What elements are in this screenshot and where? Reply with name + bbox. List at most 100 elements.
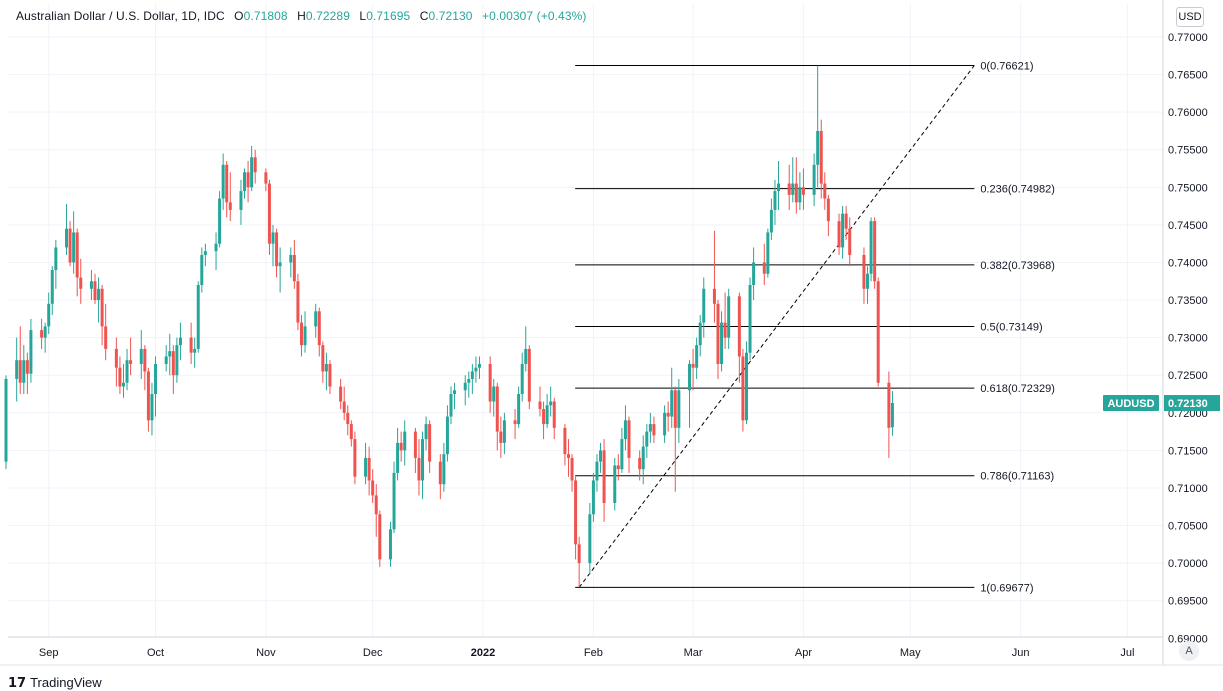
candle (275, 228, 279, 278)
candle (193, 337, 197, 368)
candle (40, 318, 44, 349)
candle (438, 454, 442, 500)
tradingview-brand[interactable]: 17 TradingView (8, 675, 102, 691)
candle (549, 386, 553, 417)
candle (314, 303, 318, 338)
candle (502, 412, 506, 455)
x-tick-label: Jun (1012, 647, 1030, 659)
y-tick-label: 0.73500 (1168, 295, 1208, 307)
candle-body (178, 337, 182, 346)
candle (196, 281, 200, 353)
candle-body (453, 390, 457, 395)
candle-body (727, 296, 731, 338)
candle (887, 371, 891, 458)
candle-body (477, 363, 481, 368)
candle (25, 352, 29, 395)
x-tick-label: May (900, 647, 921, 659)
candle-body (737, 296, 741, 357)
candle (752, 247, 756, 301)
candle-body (371, 480, 375, 496)
candle-body (374, 495, 378, 515)
candle (388, 521, 392, 567)
candle-body (18, 360, 22, 383)
candle-body (4, 378, 8, 462)
candle-body (702, 288, 706, 323)
candle-body (349, 424, 353, 440)
candle (748, 277, 752, 361)
candle (801, 168, 805, 210)
candle-body (666, 412, 670, 417)
candle (577, 536, 581, 588)
candle (716, 300, 720, 379)
candle (228, 172, 232, 222)
candle-body (339, 386, 343, 402)
candle (492, 378, 496, 417)
candle-body (663, 412, 667, 436)
change-value: +0.00307 (+0.43%) (482, 9, 587, 23)
candle (645, 424, 649, 458)
candle-body (513, 420, 517, 425)
candle (203, 243, 207, 267)
candle-body (118, 367, 122, 387)
candle (595, 454, 599, 492)
fib-level-label: 0(0.76621) (980, 60, 1033, 72)
candle (848, 217, 852, 267)
candle-body (68, 228, 72, 263)
candle (737, 292, 741, 383)
candle-body (837, 221, 841, 248)
candle (816, 65, 820, 188)
candle-body (819, 130, 823, 184)
candle-body (65, 228, 69, 248)
y-tick-label: 0.74000 (1168, 257, 1208, 269)
candle-body (324, 363, 328, 372)
candle-body (670, 390, 674, 417)
candle-body (121, 382, 125, 387)
candle-body (278, 262, 282, 267)
candle-body (175, 345, 179, 376)
candle (65, 203, 69, 255)
candle (403, 420, 407, 466)
candle (364, 442, 368, 485)
currency-button[interactable]: USD (1176, 7, 1204, 27)
candle (826, 194, 830, 237)
candle-body (588, 514, 592, 564)
candle-body (495, 386, 499, 432)
open-label: O (234, 9, 244, 23)
candle-body (591, 480, 595, 515)
candle-body (627, 420, 631, 458)
candle-body (623, 420, 627, 440)
candle-body (890, 403, 894, 428)
candle (445, 405, 449, 462)
candle-body (75, 232, 79, 278)
candle-body (645, 431, 649, 447)
candle (75, 228, 79, 297)
candle-body (866, 273, 870, 289)
candle-body (620, 439, 624, 470)
candle-body (403, 431, 407, 451)
candle (570, 454, 574, 492)
candle-body (271, 232, 275, 244)
candle-body (773, 191, 777, 210)
candle-body (520, 363, 524, 395)
candle (146, 367, 150, 432)
candle (54, 239, 58, 289)
candle (777, 161, 781, 210)
candle-body (275, 232, 279, 267)
candle (574, 476, 578, 560)
candle (663, 405, 667, 443)
candle (641, 435, 645, 485)
candle (200, 247, 204, 293)
candle-body (146, 371, 150, 421)
y-tick-label: 0.75000 (1168, 182, 1208, 194)
candle-body (203, 251, 207, 255)
candle-body (40, 330, 44, 338)
candle (139, 330, 143, 379)
candle (542, 401, 546, 440)
candle-body (826, 198, 830, 222)
candle-body (196, 285, 200, 349)
candle (417, 439, 421, 496)
candle-body (221, 164, 225, 199)
x-tick-label: 2022 (471, 647, 495, 659)
auto-scale-button[interactable]: A (1179, 641, 1199, 661)
